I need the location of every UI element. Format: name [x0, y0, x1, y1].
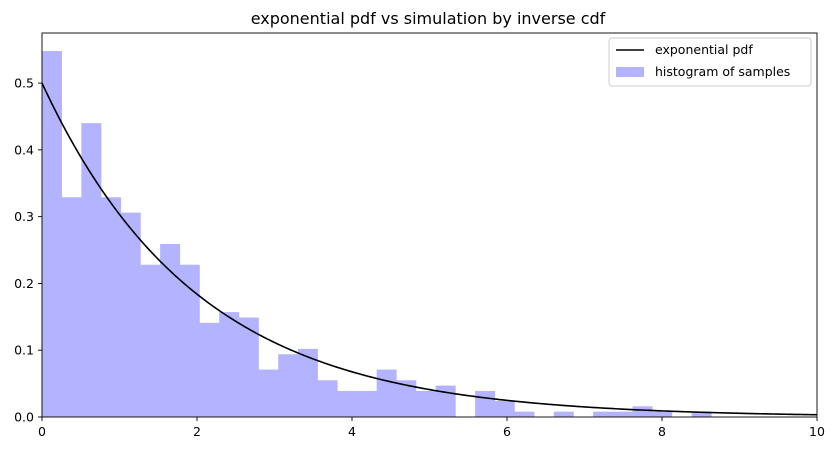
- x-tick-label: 10: [809, 424, 825, 439]
- histogram-bar: [612, 411, 633, 417]
- y-tick-label: 0.1: [14, 343, 34, 358]
- histogram-bar: [42, 51, 62, 417]
- histogram-bar: [691, 411, 712, 417]
- x-axis: 0 2 4 6 8 10: [38, 417, 825, 439]
- y-tick-label: 0.4: [14, 142, 34, 157]
- histogram-bar: [652, 411, 673, 417]
- histogram-bar: [494, 400, 515, 417]
- legend: exponential pdf histogram of samples: [608, 37, 812, 87]
- histogram-bar: [337, 390, 358, 417]
- histogram-bar: [593, 411, 614, 417]
- histogram-bar: [416, 390, 436, 417]
- histogram-bar: [632, 406, 653, 417]
- histogram-bar: [475, 390, 496, 417]
- y-tick-label: 0.3: [14, 209, 34, 224]
- histogram-bar: [396, 380, 417, 417]
- legend-box: [608, 37, 812, 87]
- x-tick-label: 4: [348, 424, 356, 439]
- legend-label-pdf: exponential pdf: [655, 42, 753, 57]
- histogram-bar: [140, 264, 161, 417]
- histogram-bar: [160, 244, 181, 417]
- chart-title: exponential pdf vs simulation by inverse…: [251, 9, 606, 28]
- histogram-bar: [238, 317, 259, 417]
- x-tick-label: 2: [193, 424, 201, 439]
- y-tick-label: 0.0: [14, 410, 34, 425]
- x-tick-label: 8: [658, 424, 666, 439]
- legend-label-histogram: histogram of samples: [655, 64, 790, 79]
- histogram-bar: [376, 369, 397, 417]
- y-tick-label: 0.5: [14, 76, 34, 91]
- histogram-bar: [101, 197, 122, 417]
- legend-swatch-histogram: [616, 67, 644, 77]
- histogram-bar: [61, 197, 82, 417]
- histogram-bar: [179, 264, 200, 417]
- x-tick-label: 6: [503, 424, 511, 439]
- histogram-bar: [356, 390, 377, 417]
- histogram-bar: [317, 380, 338, 417]
- histogram-bar: [258, 369, 279, 417]
- pdf-line: [41, 82, 818, 416]
- y-axis: 0.0 0.1 0.2 0.3 0.4 0.5: [14, 76, 42, 425]
- histogram-bars: [42, 51, 712, 417]
- histogram-bar: [81, 123, 102, 417]
- y-tick-label: 0.2: [14, 276, 34, 291]
- histogram-bar: [297, 348, 318, 417]
- histogram-bar: [435, 385, 456, 417]
- histogram-bar: [219, 312, 240, 417]
- histogram-bar: [278, 354, 299, 417]
- histogram-bar: [514, 411, 535, 417]
- histogram-bar: [553, 411, 574, 417]
- x-tick-label: 0: [38, 424, 46, 439]
- histogram-bar: [199, 322, 220, 417]
- plot-frame: [41, 32, 818, 418]
- histogram-bar: [120, 212, 141, 417]
